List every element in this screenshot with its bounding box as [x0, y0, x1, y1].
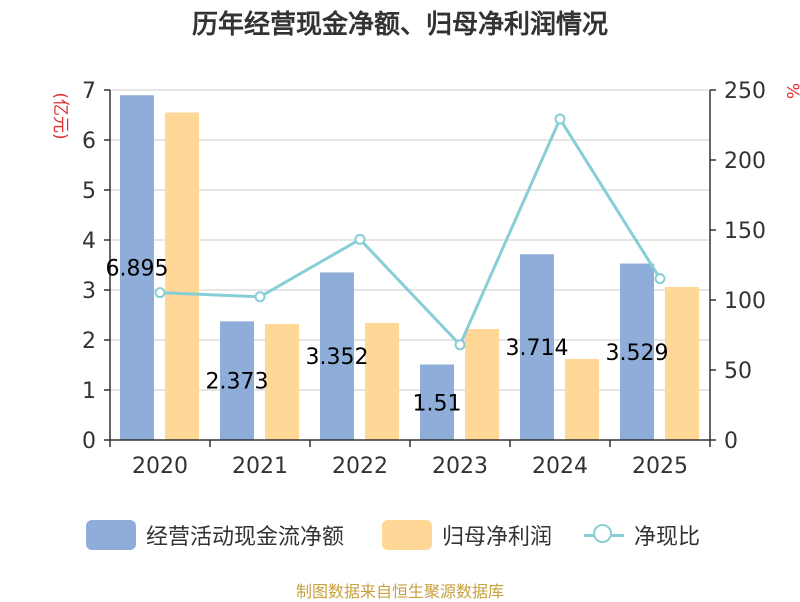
- bar-net-profit-2025: [665, 287, 699, 440]
- legend-label-ratio: 净现比: [634, 525, 701, 550]
- ratio-point-2023: [454, 339, 466, 351]
- bar-net-profit-2020: [165, 112, 199, 440]
- bar-cashflow-2025: [620, 263, 654, 440]
- bar-label-2024: 3.714: [506, 336, 569, 361]
- axes: 0 1 2 3 4 5 6 7 0 50 100 150 200 250 2020 2021 2022 2023 2…: [50, 79, 800, 479]
- bar-label-2020: 6.895: [106, 257, 169, 282]
- y-right-tick-label: 50: [724, 359, 752, 384]
- y-left-tick-label: 2: [82, 329, 96, 354]
- legend-item-cashflow[interactable]: 经营活动现金流净额: [86, 517, 344, 553]
- source-footer: 制图数据来自恒生聚源数据库: [295, 582, 504, 601]
- bar-cashflow-2024: [520, 254, 554, 440]
- y-right-tick-label: 200: [724, 149, 766, 174]
- ratio-point-2021: [254, 291, 266, 303]
- y-right-tick-label: 0: [724, 429, 738, 454]
- y-right-tick-label: 250: [724, 79, 766, 104]
- y-right-tick-label: 100: [724, 289, 766, 314]
- chart-canvas: 历年经营现金净额、归母净利润情况 0 1 2 3 4 5 6 7 0 50 100 150 200 250…: [50, 9, 800, 479]
- bars: [120, 95, 699, 440]
- y-left-tick-label: 7: [82, 79, 96, 104]
- x-tick-label-2025: 2025: [632, 454, 688, 479]
- data-labels: 6.895 2.373 3.352 1.51 3.714 3.529: [106, 257, 669, 417]
- x-tick-label-2020: 2020: [132, 454, 188, 479]
- legend-label-cashflow: 经营活动现金流净额: [146, 525, 345, 550]
- legend-label-net-profit: 归母净利润: [442, 525, 553, 550]
- legend-line-icon: [584, 520, 624, 550]
- legend-item-ratio[interactable]: 净现比: [584, 517, 700, 553]
- ratio-point-2022: [354, 233, 366, 245]
- ratio-point-2025: [654, 273, 666, 285]
- bar-cashflow-2020: [120, 95, 154, 440]
- ratio-line-path: [159, 115, 662, 348]
- x-tick-label-2023: 2023: [432, 454, 488, 479]
- bar-label-2021: 2.373: [206, 370, 269, 395]
- y-left-tick-label: 6: [82, 129, 96, 154]
- bar-net-profit-2024: [565, 359, 599, 440]
- y-left-tick-label: 0: [82, 429, 96, 454]
- y-left-tick-label: 4: [82, 229, 96, 254]
- bar-cashflow-2023: [420, 364, 454, 440]
- legend-swatch-net-profit: [382, 520, 432, 550]
- legend-swatch-cashflow: [86, 520, 136, 550]
- bar-cashflow-2021: [220, 321, 254, 440]
- chart-title: 历年经营现金净额、归母净利润情况: [192, 9, 608, 40]
- ratio-point-2024: [554, 113, 566, 125]
- x-tick-label-2021: 2021: [232, 454, 288, 479]
- y-right-tick-label: 150: [724, 219, 766, 244]
- y-left-tick-label: 1: [82, 379, 96, 404]
- bar-label-2023: 1.51: [413, 391, 462, 416]
- bar-label-2022: 3.352: [306, 345, 369, 370]
- ratio-line: [154, 113, 666, 351]
- y-left-unit-label: (亿元): [50, 92, 70, 139]
- bar-net-profit-2023: [465, 329, 499, 440]
- bar-net-profit-2022: [365, 323, 399, 440]
- x-tick-label-2024: 2024: [532, 454, 588, 479]
- y-right-unit-label: %: [782, 83, 800, 99]
- bar-cashflow-2022: [320, 272, 354, 440]
- legend: 经营活动现金流净额 归母净利润 净现比: [0, 517, 800, 553]
- y-left-tick-label: 5: [82, 179, 96, 204]
- x-tick-label-2022: 2022: [332, 454, 388, 479]
- y-left-tick-label: 3: [82, 279, 96, 304]
- bar-net-profit-2021: [265, 324, 299, 440]
- legend-item-net-profit[interactable]: 归母净利润: [382, 517, 552, 553]
- ratio-point-2020: [154, 287, 166, 299]
- bar-label-2025: 3.529: [606, 341, 669, 366]
